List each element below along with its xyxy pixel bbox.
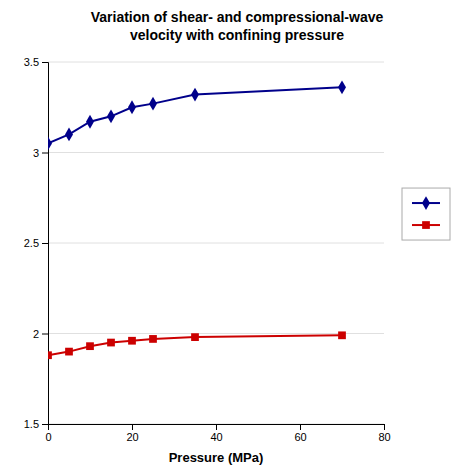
title-line: Variation of shear- and compressional-wa…	[91, 9, 384, 25]
legend-marker	[422, 196, 430, 210]
tick-label: 2.5	[24, 237, 39, 249]
marks	[48, 80, 346, 359]
data-point	[149, 97, 157, 111]
legend	[402, 188, 450, 240]
tick: 2	[33, 328, 48, 340]
chart-title: Variation of shear- and compressional-wa…	[91, 9, 384, 43]
tick-mark	[42, 62, 48, 63]
tick-mark	[42, 334, 48, 335]
tick-label: 1.5	[24, 418, 39, 430]
data-point	[65, 348, 73, 356]
data-point	[128, 100, 136, 114]
tick-mark	[42, 153, 48, 154]
title-line: velocity with confining pressure	[130, 27, 344, 43]
tick: 1.5	[24, 418, 48, 430]
tick: 3	[33, 147, 48, 159]
data-point	[86, 115, 94, 129]
y-grid	[48, 62, 384, 424]
axis-line	[42, 63, 49, 425]
data-point	[107, 109, 115, 123]
data-point	[338, 80, 346, 94]
tick-mark	[132, 424, 133, 430]
data-point	[149, 335, 157, 343]
legend-frame	[402, 188, 450, 240]
tick-label: 40	[210, 431, 222, 443]
data-point	[48, 137, 52, 151]
x-axis: 0 20 40 60 80	[45, 424, 390, 443]
tick: 2.5	[24, 237, 48, 249]
tick-label: 80	[378, 431, 390, 443]
tick-mark	[42, 424, 48, 425]
tick-label: 2	[33, 328, 39, 340]
data-point	[191, 88, 199, 102]
data-point	[107, 339, 115, 347]
tick: 3.5	[24, 56, 48, 68]
data-point	[191, 333, 199, 341]
tick: 0	[45, 424, 51, 443]
tick: 20	[126, 424, 138, 443]
tick-label: 20	[126, 431, 138, 443]
tick: 40	[210, 424, 222, 443]
y-axis: 1.5 2 2.5 3 3.5	[24, 56, 49, 430]
chart-svg: 0 20 40 60 80 1.5 2 2.5 3 3.5 Pressure (MPa) Variat…	[0, 0, 474, 474]
legend-item	[412, 221, 440, 229]
data-point	[48, 351, 52, 359]
data-point	[65, 127, 73, 141]
grid-line	[48, 243, 384, 244]
chart-container: 0 20 40 60 80 1.5 2 2.5 3 3.5 Pressure (MPa) Variat…	[0, 0, 474, 474]
grid-line	[48, 333, 384, 334]
tick-mark	[300, 424, 301, 430]
grid-line	[48, 62, 384, 63]
tick-label: 0	[45, 431, 51, 443]
tick-label: 3	[33, 147, 39, 159]
tick-label: 60	[294, 431, 306, 443]
grid-line	[48, 152, 384, 153]
tick: 80	[378, 424, 390, 443]
x-axis-title: Pressure (MPa)	[169, 450, 264, 465]
legend-item	[412, 196, 440, 210]
series-line	[48, 87, 342, 143]
tick-mark	[216, 424, 217, 430]
plot-area: 0 20 40 60 80 1.5 2 2.5 3 3.5 Pressure (MPa)	[24, 56, 450, 465]
tick-mark	[384, 424, 385, 430]
tick: 60	[294, 424, 306, 443]
axis-line	[49, 425, 385, 431]
data-point	[86, 342, 94, 350]
data-point	[338, 331, 346, 339]
tick-label: 3.5	[24, 56, 39, 68]
data-point	[128, 337, 136, 345]
tick-mark	[42, 243, 48, 244]
legend-marker	[422, 221, 430, 229]
